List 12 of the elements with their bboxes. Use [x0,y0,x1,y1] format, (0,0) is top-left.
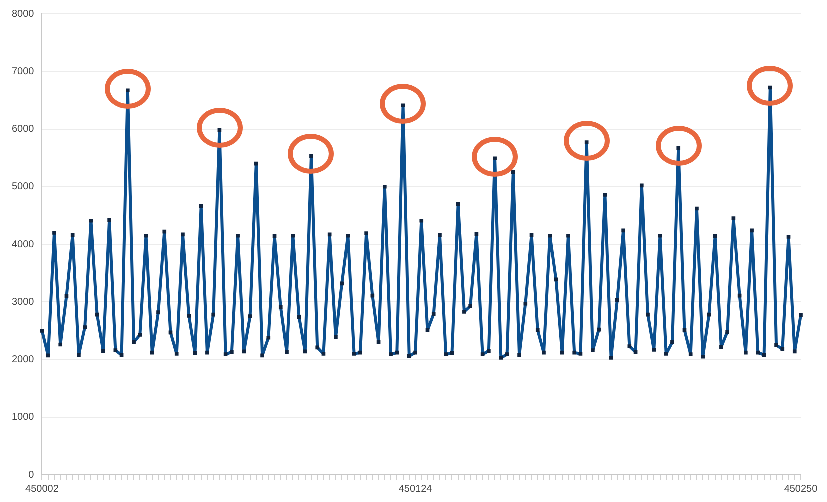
y-tick-label: 5000 [12,182,35,193]
y-tick-label: 7000 [12,66,35,78]
y-tick-label: 1000 [12,412,35,424]
x-tick-label: 450002 [26,484,60,495]
y-tick-label: 2000 [12,354,35,366]
y-tick-label: 8000 [12,8,35,20]
x-tick-label: 450124 [398,484,433,495]
y-tick-label: 0 [28,470,35,481]
y-tick-label: 4000 [12,239,35,250]
y-tick-label: 3000 [12,296,35,308]
y-tick-label: 6000 [12,124,35,135]
x-tick-label: 450250 [784,484,818,495]
